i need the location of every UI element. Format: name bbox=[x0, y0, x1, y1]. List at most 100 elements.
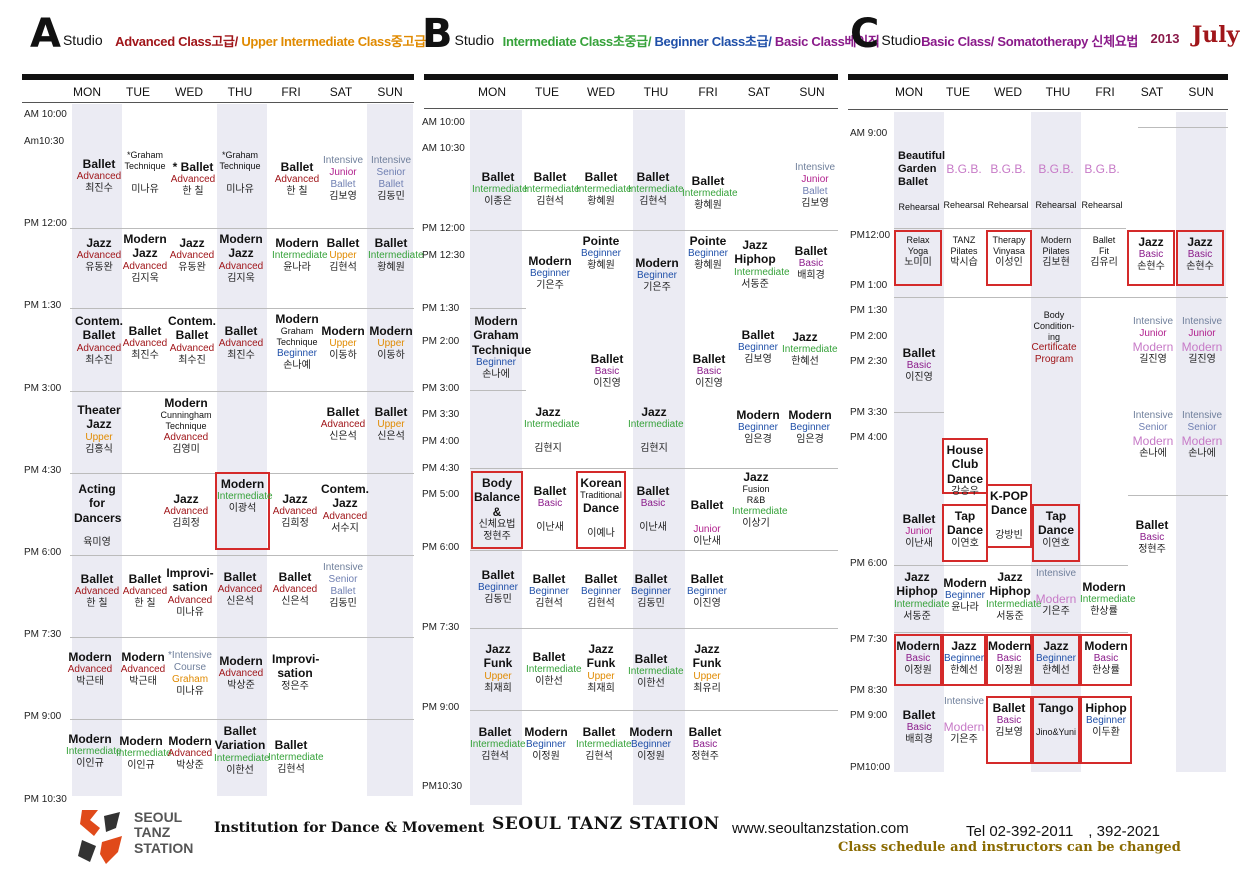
level-label: Basic bbox=[696, 366, 722, 378]
day-tue: TUE bbox=[535, 85, 559, 99]
level-label: Intermediate bbox=[272, 250, 328, 262]
instructor-name: 이진영 bbox=[693, 598, 721, 610]
level-label: Course bbox=[173, 662, 207, 673]
time-label: PM 3:00 bbox=[24, 383, 62, 394]
level-label: Intermediate bbox=[472, 184, 528, 196]
time-label: PM 2:00 bbox=[850, 331, 888, 342]
class-cell-c32: Modern Basic 이정원 bbox=[986, 634, 1032, 686]
instructor-name: 강승우 bbox=[951, 486, 979, 498]
level-label: Intensive bbox=[1035, 568, 1077, 579]
instructor-name: 김현석 bbox=[536, 196, 564, 208]
class-cell-a29: Jazz Advanced 김희정 bbox=[272, 492, 318, 530]
studio-c-header: C StudioBasic Class/ Somatotherapy 신체요법 2… bbox=[850, 14, 1239, 74]
instructor-name: 신체요법 bbox=[478, 519, 516, 531]
class-cell-b33: Jazz Funk Upper 최재희 bbox=[476, 642, 520, 695]
instructor-name: 김현석 bbox=[329, 262, 357, 274]
class-cell-b9: Modern Beginner 기은주 bbox=[632, 256, 682, 294]
website-link[interactable]: www.seoultanzstation.com bbox=[732, 820, 909, 837]
class-name: Contem. bbox=[321, 482, 369, 496]
class-cell-c21: Tap Dance 이연호 bbox=[942, 504, 988, 562]
level-label: Beginner bbox=[475, 357, 517, 369]
class-name: Ballet bbox=[278, 570, 312, 584]
weekday-row: MON TUE WED THU FRI SAT SUN bbox=[62, 85, 414, 103]
class-cell-a14: Ballet Intermediate 황혜원 bbox=[368, 236, 424, 274]
class-name: Ballet bbox=[584, 170, 618, 184]
class-name: Modern bbox=[1084, 639, 1128, 653]
instructor-name: 김보영 bbox=[801, 198, 829, 209]
schedule-note: Class schedule and instructors can be ch… bbox=[838, 840, 1181, 855]
instructor-name: 김보영 bbox=[995, 727, 1023, 739]
level-label: Basic bbox=[798, 258, 824, 270]
class-cell-a20: Modern Upper 이동하 bbox=[320, 324, 366, 362]
class-cell-a28: Modern Intermediate 이광석 bbox=[215, 472, 273, 550]
class-name: Modern bbox=[524, 725, 568, 739]
level-label: Advanced bbox=[274, 174, 320, 186]
level-label: Basic bbox=[594, 366, 620, 378]
instructor-name: 김보영 bbox=[744, 354, 772, 366]
level-label: Beginner bbox=[580, 248, 622, 260]
level-label: Beginner bbox=[276, 347, 318, 359]
class-name: Modern bbox=[220, 477, 265, 491]
class-name: Ballet bbox=[691, 174, 725, 188]
level-label: B.G.B. bbox=[990, 162, 1026, 176]
class-name: Jazz bbox=[1138, 235, 1164, 249]
class-cell-a3: * Ballet Advanced 한 칠 bbox=[168, 160, 218, 198]
class-cell-a32: Ballet Advanced 한 칠 bbox=[122, 572, 168, 610]
class-name: Ballet bbox=[82, 157, 116, 171]
class-cell-c13: Body Condition-ing Certificate Program bbox=[1028, 310, 1080, 366]
day-wed: WED bbox=[175, 85, 203, 99]
class-cell-a8: Jazz Advanced 유동완 bbox=[74, 236, 124, 274]
class-name: Ballet bbox=[478, 725, 512, 739]
time-label: AM 10:00 bbox=[422, 117, 465, 128]
studio-classes: Intermediate Class초중급/ Beginner Class초급/… bbox=[503, 31, 880, 50]
class-basic: Basic Class/ Somatotherapy 신체요법 bbox=[921, 34, 1139, 49]
instructor-name: 김희정 bbox=[172, 518, 200, 530]
class-cell-c26: Modern Beginner 윤나라 bbox=[942, 576, 988, 614]
instructor-name: 이광석 bbox=[228, 503, 257, 515]
instructor-name: 신은석 bbox=[281, 596, 309, 608]
footer: SEOUL TANZ STATION Institution for Dance… bbox=[0, 800, 1241, 880]
phone-numbers: Tel 02-392-2011 , 392-2021 bbox=[966, 823, 1161, 840]
instructor-name: 이상기 bbox=[742, 517, 770, 529]
class-name: Korean bbox=[580, 476, 622, 490]
class-cell-b13: Modern Graham Technique Beginner 손나에 bbox=[472, 314, 531, 381]
instructor-name: 이한선 bbox=[637, 678, 665, 690]
class-cell-a16: Ballet Advanced 최진수 bbox=[122, 324, 168, 362]
instructor-name: 김홍식 bbox=[85, 443, 113, 455]
class-cell-a2: *Graham Technique 미나유 bbox=[122, 150, 168, 196]
class-cell-c23: Tap Dance 이연호 bbox=[1032, 504, 1080, 562]
class-cell-a10: Jazz Advanced 유동완 bbox=[168, 236, 216, 274]
level-label: Junior bbox=[801, 174, 829, 185]
level-label: Beginner bbox=[944, 653, 985, 665]
instructor-name: 이동하 bbox=[329, 350, 357, 362]
class-name: Modern bbox=[219, 232, 263, 246]
class-detail: Therapy bbox=[992, 235, 1026, 245]
class-name: Body bbox=[482, 476, 512, 490]
class-name: Ballet bbox=[532, 650, 566, 664]
time-label: PM 1:30 bbox=[422, 303, 460, 314]
level-label: Advanced bbox=[76, 171, 122, 183]
time-label: PM 12:00 bbox=[422, 223, 465, 234]
level-label: Intermediate bbox=[682, 188, 738, 200]
level-label: Beginner bbox=[737, 342, 779, 354]
class-name: Ballet bbox=[533, 484, 567, 498]
level-label: Program bbox=[1034, 354, 1074, 366]
level-label: B.G.B. bbox=[1038, 162, 1074, 176]
instructor-name: 최재희 bbox=[587, 682, 615, 694]
instructor-name: 김현석 bbox=[481, 751, 509, 763]
level-label: B.G.B. bbox=[1084, 162, 1120, 176]
day-sat: SAT bbox=[1140, 85, 1164, 99]
spacer bbox=[942, 188, 986, 200]
instructor-name: 박상준 bbox=[176, 760, 204, 772]
class-cell-a46: Ballet Intermediate 김현석 bbox=[268, 738, 324, 776]
studio-classes: Basic Class/ Somatotherapy 신체요법 bbox=[921, 31, 1138, 50]
instructor-name: 박상준 bbox=[227, 680, 255, 692]
class-cell-c17: Intensive Senior Modern 손나에 bbox=[1128, 410, 1178, 460]
time-label: AM 10:00 bbox=[24, 109, 67, 120]
class-name: Jazz bbox=[132, 246, 158, 261]
instructor-name: 미나유 bbox=[131, 183, 159, 195]
class-cell-a40: Modern Advanced 박상준 bbox=[217, 654, 265, 692]
level-label: Advanced bbox=[122, 586, 168, 598]
level-label: Intensive bbox=[1132, 316, 1174, 327]
level-label: Intensive bbox=[1181, 316, 1223, 327]
